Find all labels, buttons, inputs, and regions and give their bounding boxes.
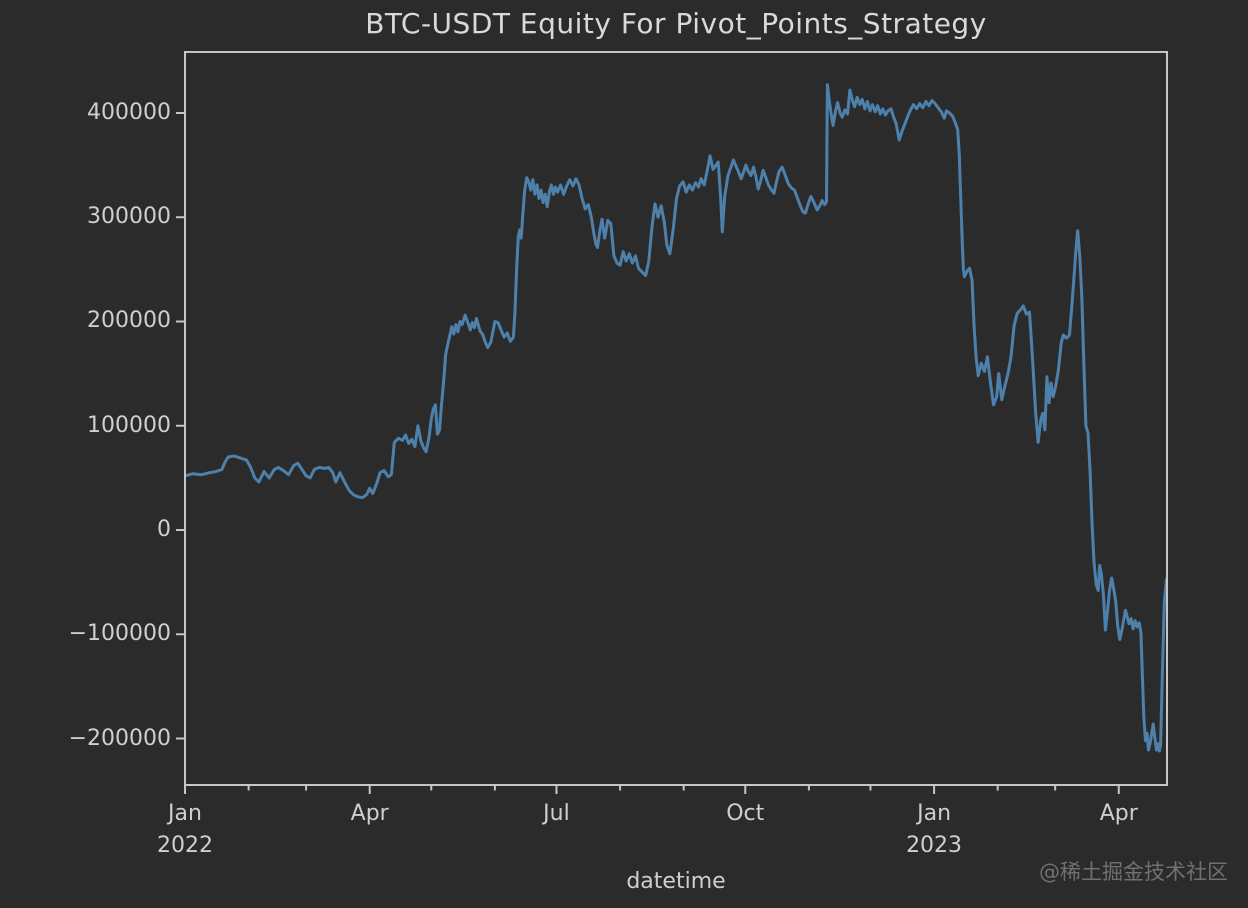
x-tick-label: Jan <box>168 801 202 826</box>
x-tick-label: Oct <box>726 801 765 826</box>
watermark: @稀土掘金技术社区 <box>1039 860 1228 884</box>
y-tick-label: −200000 <box>68 725 171 751</box>
x-tick-label: Apr <box>1099 801 1138 826</box>
y-tick-label: 300000 <box>87 204 171 230</box>
y-tick-label: 0 <box>157 516 171 542</box>
axis-tick-marks <box>176 111 1120 794</box>
x-tick-label: Jul <box>543 801 570 826</box>
y-tick-label: 100000 <box>87 412 171 438</box>
chart-title: BTC-USDT Equity For Pivot_Points_Strateg… <box>365 7 987 40</box>
x-tick-year-label: 2022 <box>157 833 213 858</box>
y-tick-label: 400000 <box>87 99 171 125</box>
y-tick-label: 200000 <box>87 308 171 334</box>
x-tick-year-label: 2023 <box>906 833 963 858</box>
y-tick-label: −100000 <box>68 621 171 647</box>
x-axis-title: datetime <box>626 869 726 894</box>
x-tick-label: Apr <box>350 801 389 826</box>
equity-line <box>185 83 1167 753</box>
plot-border <box>184 51 1168 786</box>
x-tick-label: Jan <box>917 801 952 826</box>
